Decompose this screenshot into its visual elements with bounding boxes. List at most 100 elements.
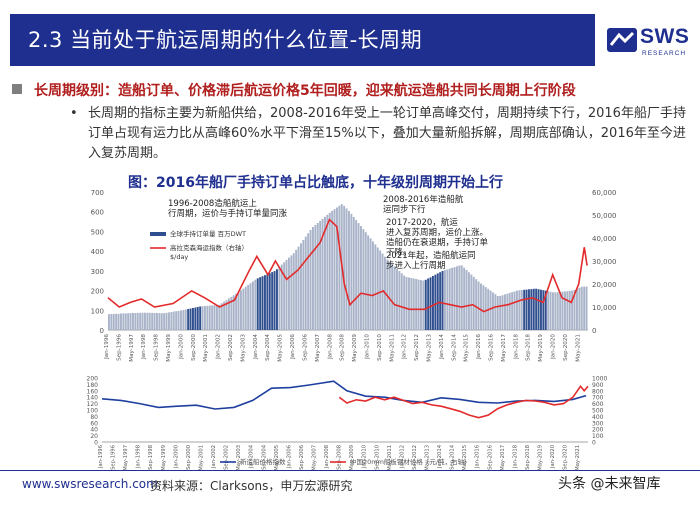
x-tick-label: Jan-2020: [550, 445, 556, 469]
orderbook-bar: [139, 312, 142, 330]
x-tick-label: Sep-2002: [228, 334, 234, 361]
orderbook-bar: [225, 300, 228, 330]
x-tick-label: May-2011: [387, 445, 393, 470]
orderbook-bar: [355, 220, 358, 330]
orderbook-bar: [564, 291, 566, 330]
y-left-tick-label: 100: [91, 307, 104, 315]
x-tick-label: Jan-2004: [253, 334, 259, 360]
x-tick-label: Sep-2006: [299, 445, 305, 470]
orderbook-bar: [412, 278, 415, 330]
x-tick-label: May-2009: [349, 445, 355, 470]
orderbook-bar: [465, 270, 468, 330]
orderbook-bar: [369, 238, 372, 330]
newbuilding-price-chart: 0204060801001201401601802000100200300400…: [87, 376, 608, 471]
figure-caption: 图：2016年船厂手持订单占比触底，十年级别周期开始上行: [128, 175, 503, 191]
orderbook-bar: [415, 279, 418, 330]
orderbook-bar: [429, 277, 432, 330]
x-tick-label: May-2015: [462, 445, 468, 470]
orderbook-bar: [556, 292, 559, 330]
orderbook-freight-chart: 0 100 200 300 400 500 600 700 0 10,000 20,000 30,00…: [91, 189, 617, 362]
orderbook-bar: [376, 247, 379, 330]
orderbook-bar: [132, 313, 134, 330]
orderbook-bar: [240, 290, 242, 330]
orderbook-bar: [242, 288, 245, 330]
orderbook-bar: [136, 312, 139, 330]
chart-annotation: 行周期，运价与手持订单量同涨: [168, 208, 288, 219]
orderbook-bar: [110, 314, 113, 330]
x-tick-label: Sep-2018: [526, 334, 532, 361]
orderbook-bar: [168, 312, 170, 330]
x-tick-label: Sep-2006: [302, 334, 308, 361]
orderbook-bar: [400, 273, 403, 330]
y-right-tick-label: 50,000: [592, 212, 617, 220]
orderbook-bar: [379, 250, 382, 330]
x-tick-label: Sep-2002: [224, 445, 230, 470]
steel-plate-price-line: [338, 384, 589, 419]
y-right-tick-label: 600: [592, 401, 604, 408]
orderbook-bar: [540, 289, 542, 330]
orderbook-bar: [237, 292, 240, 330]
x-tick-label: May-2005: [274, 445, 280, 470]
orderbook-bar: [324, 216, 326, 330]
orderbook-bar: [568, 290, 571, 330]
orderbook-bar: [535, 288, 538, 330]
orderbook-bar: [304, 236, 307, 330]
orderbook-bar: [362, 229, 365, 330]
y-right-tick-label: 60,000: [592, 189, 617, 197]
orderbook-bar: [424, 279, 427, 330]
orderbook-bar: [196, 307, 199, 330]
orderbook-bar: [120, 313, 122, 330]
y-right-tick-label: 1000: [592, 376, 607, 383]
y-right-tick-label: 0: [592, 440, 596, 447]
x-tick-label: Jan-2018: [512, 445, 518, 469]
orderbook-bar: [249, 283, 252, 330]
orderbook-bar: [417, 279, 420, 330]
orderbook-bar: [585, 286, 588, 330]
chart-annotation: 2017-2020，航运: [386, 217, 458, 228]
orderbook-bar: [266, 274, 269, 330]
orderbook-bar: [127, 313, 130, 330]
orderbook-bar: [496, 296, 499, 330]
orderbook-bar: [153, 313, 156, 330]
x-tick-label: Sep-2014: [450, 444, 456, 470]
orderbook-bar: [232, 295, 235, 330]
orderbook-bar: [432, 276, 434, 330]
x-tick-label: May-2003: [236, 445, 242, 470]
orderbook-bar: [516, 290, 518, 330]
orderbook-bar: [276, 269, 278, 330]
orderbook-bar: [220, 303, 223, 330]
orderbook-bar: [542, 290, 545, 330]
orderbook-bar: [580, 286, 583, 330]
orderbook-bar: [312, 227, 314, 330]
orderbook-bar: [559, 291, 562, 330]
x-tick-label: May-1999: [166, 334, 172, 362]
chart-annotation: 运同步下行: [383, 204, 426, 215]
orderbook-bar: [571, 290, 574, 330]
orderbook-bar: [364, 232, 367, 330]
orderbook-bar: [328, 212, 331, 330]
orderbook-bar: [211, 305, 214, 330]
orderbook-bar: [172, 311, 175, 330]
orderbook-bar: [576, 288, 578, 330]
x-tick-label: May-2001: [203, 334, 209, 362]
x-tick-label: Sep-1998: [154, 334, 160, 361]
orderbook-bar: [297, 246, 300, 330]
x-tick-label: May-1997: [129, 334, 135, 362]
orderbook-bar: [290, 255, 293, 330]
x-tick-label: Jan-2004: [249, 444, 255, 469]
orderbook-bar: [144, 312, 146, 330]
y-right-tick-label: 20,000: [592, 281, 617, 289]
orderbook-bar: [484, 287, 487, 330]
orderbook-bar: [184, 309, 187, 330]
orderbook-bar: [170, 312, 173, 330]
orderbook-bar: [201, 306, 204, 330]
orderbook-bar: [525, 289, 528, 330]
orderbook-bar: [343, 205, 346, 330]
orderbook-bar: [223, 301, 226, 330]
orderbook-bar: [427, 278, 430, 330]
chart-annotation: 下降。: [386, 247, 412, 258]
orderbook-bar: [532, 288, 535, 330]
orderbook-bar: [122, 313, 125, 330]
orderbook-bar: [280, 264, 283, 330]
y-left-tick-label: 60: [90, 420, 98, 427]
